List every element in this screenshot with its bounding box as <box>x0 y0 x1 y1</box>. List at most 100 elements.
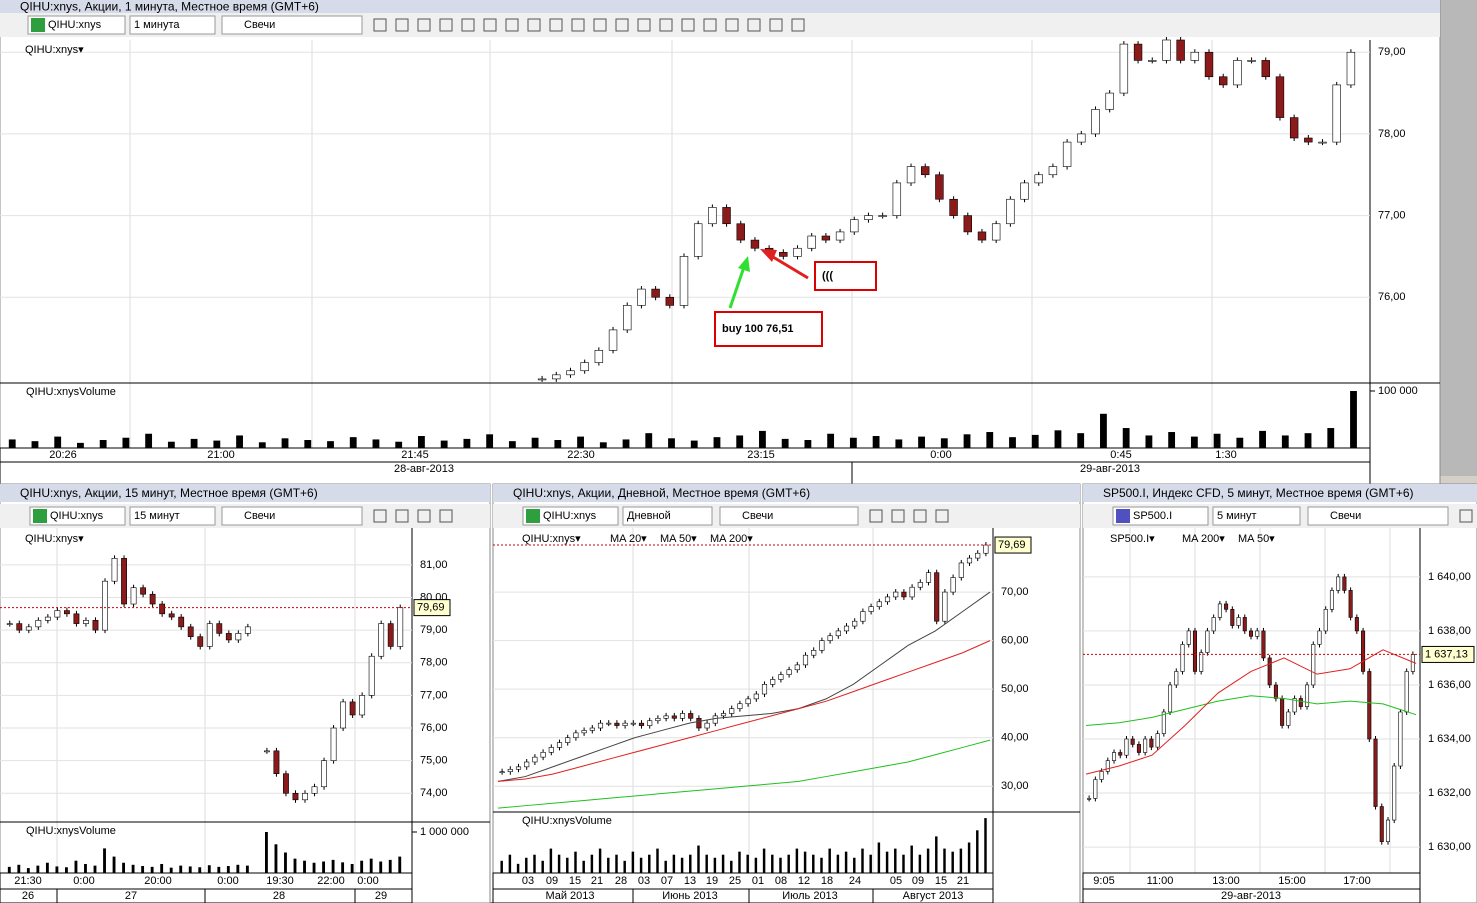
interval-select[interactable] <box>129 506 216 526</box>
y-tick-label: 77,00 <box>1378 209 1406 221</box>
tool-icon[interactable] <box>593 18 607 32</box>
arrow-head <box>760 249 777 262</box>
candle <box>1286 711 1291 726</box>
candle <box>1124 738 1129 756</box>
symbol-box[interactable] <box>1112 506 1209 526</box>
tool-icon[interactable] <box>373 509 387 523</box>
candle <box>1048 166 1058 176</box>
tool-icon[interactable] <box>637 18 651 32</box>
tool-icon[interactable] <box>395 509 409 523</box>
interval-select[interactable] <box>129 15 216 35</box>
tool-icon[interactable] <box>461 18 475 32</box>
x-tick-label: 24 <box>849 875 861 887</box>
volume-bar <box>664 860 667 873</box>
title-bar <box>0 0 1440 13</box>
x-tick-label: 01 <box>752 875 764 887</box>
interval-select[interactable] <box>1212 506 1301 526</box>
style-select[interactable] <box>221 15 363 35</box>
tool-icon[interactable] <box>935 509 949 523</box>
tool-icon[interactable] <box>615 18 629 32</box>
candle <box>623 305 632 331</box>
tool-icon[interactable] <box>549 18 563 32</box>
candle <box>244 626 251 634</box>
style-select[interactable] <box>1307 506 1449 526</box>
date-label: 28-авг-2013 <box>394 463 454 475</box>
tool-icon[interactable] <box>769 18 783 32</box>
symbol-box[interactable] <box>27 15 126 35</box>
candle <box>1289 117 1299 139</box>
tool-icon[interactable] <box>681 18 695 32</box>
candle <box>821 235 831 241</box>
candle <box>349 701 356 716</box>
candle <box>807 235 816 249</box>
candle <box>92 620 99 631</box>
style-select[interactable] <box>221 506 363 526</box>
candle <box>6 623 13 625</box>
volume-bar <box>549 848 553 873</box>
candle <box>206 623 213 647</box>
volume-bar <box>986 432 994 448</box>
candle <box>121 558 127 605</box>
tool-icon[interactable] <box>1459 509 1473 523</box>
tool-icon[interactable] <box>891 509 905 523</box>
volume-bar <box>341 862 345 873</box>
volume-bar <box>226 866 230 873</box>
candle <box>835 231 845 241</box>
tool-icon[interactable] <box>395 18 409 32</box>
x-tick-label: 28 <box>615 875 627 887</box>
tool-icon[interactable] <box>791 18 805 32</box>
symbol-box[interactable] <box>522 506 619 526</box>
candle <box>149 593 156 605</box>
tool-icon[interactable] <box>869 509 883 523</box>
interval-select[interactable] <box>622 506 713 526</box>
candle <box>565 737 571 743</box>
tool-icon[interactable] <box>483 18 497 32</box>
volume-bar <box>327 441 334 448</box>
candle <box>1317 630 1322 645</box>
candle <box>507 768 513 773</box>
volume-bar <box>160 863 164 873</box>
volume-bar <box>372 439 380 448</box>
tool-icon[interactable] <box>439 509 453 523</box>
candle <box>893 591 899 598</box>
y-tick-label: 60,00 <box>1001 635 1029 647</box>
symbol-box[interactable] <box>29 506 126 526</box>
candle <box>111 558 118 582</box>
x-tick-label: 15:00 <box>1278 875 1306 887</box>
candle <box>1311 644 1316 686</box>
tool-icon[interactable] <box>703 18 717 32</box>
style-select[interactable] <box>719 506 859 526</box>
tool-icon[interactable] <box>571 18 585 32</box>
volume-bar <box>508 854 512 873</box>
tool-icon[interactable] <box>417 509 431 523</box>
candle <box>852 620 858 627</box>
x-tick-label: 22:00 <box>317 875 345 887</box>
symbol: QIHU:xnys <box>543 510 597 522</box>
tool-icon[interactable] <box>505 18 519 32</box>
x-tick-label: 13 <box>684 875 696 887</box>
tool-icon[interactable] <box>747 18 761 32</box>
volume-bar <box>844 851 848 873</box>
tool-icon[interactable] <box>913 509 927 523</box>
tool-icon[interactable] <box>659 18 673 32</box>
tool-icon[interactable] <box>725 18 739 32</box>
interval: 1 минута <box>134 19 180 31</box>
title-bar <box>1083 484 1477 502</box>
candle <box>1174 671 1179 686</box>
tool-icon[interactable] <box>439 18 453 32</box>
volume-bar <box>1031 434 1039 448</box>
tool-icon[interactable] <box>373 18 387 32</box>
volume-bar <box>615 854 618 873</box>
tool-icon[interactable] <box>527 18 541 32</box>
volume-bar <box>112 856 116 873</box>
y-tick-label: 50,00 <box>1001 683 1029 695</box>
candle <box>16 623 23 631</box>
volume-bar <box>533 854 536 873</box>
tool-icon[interactable] <box>417 18 431 32</box>
candle <box>1332 84 1341 143</box>
candle <box>737 703 743 709</box>
annotation-box <box>714 311 823 347</box>
candle <box>793 247 802 257</box>
candle <box>197 636 204 647</box>
candle <box>1099 771 1104 780</box>
